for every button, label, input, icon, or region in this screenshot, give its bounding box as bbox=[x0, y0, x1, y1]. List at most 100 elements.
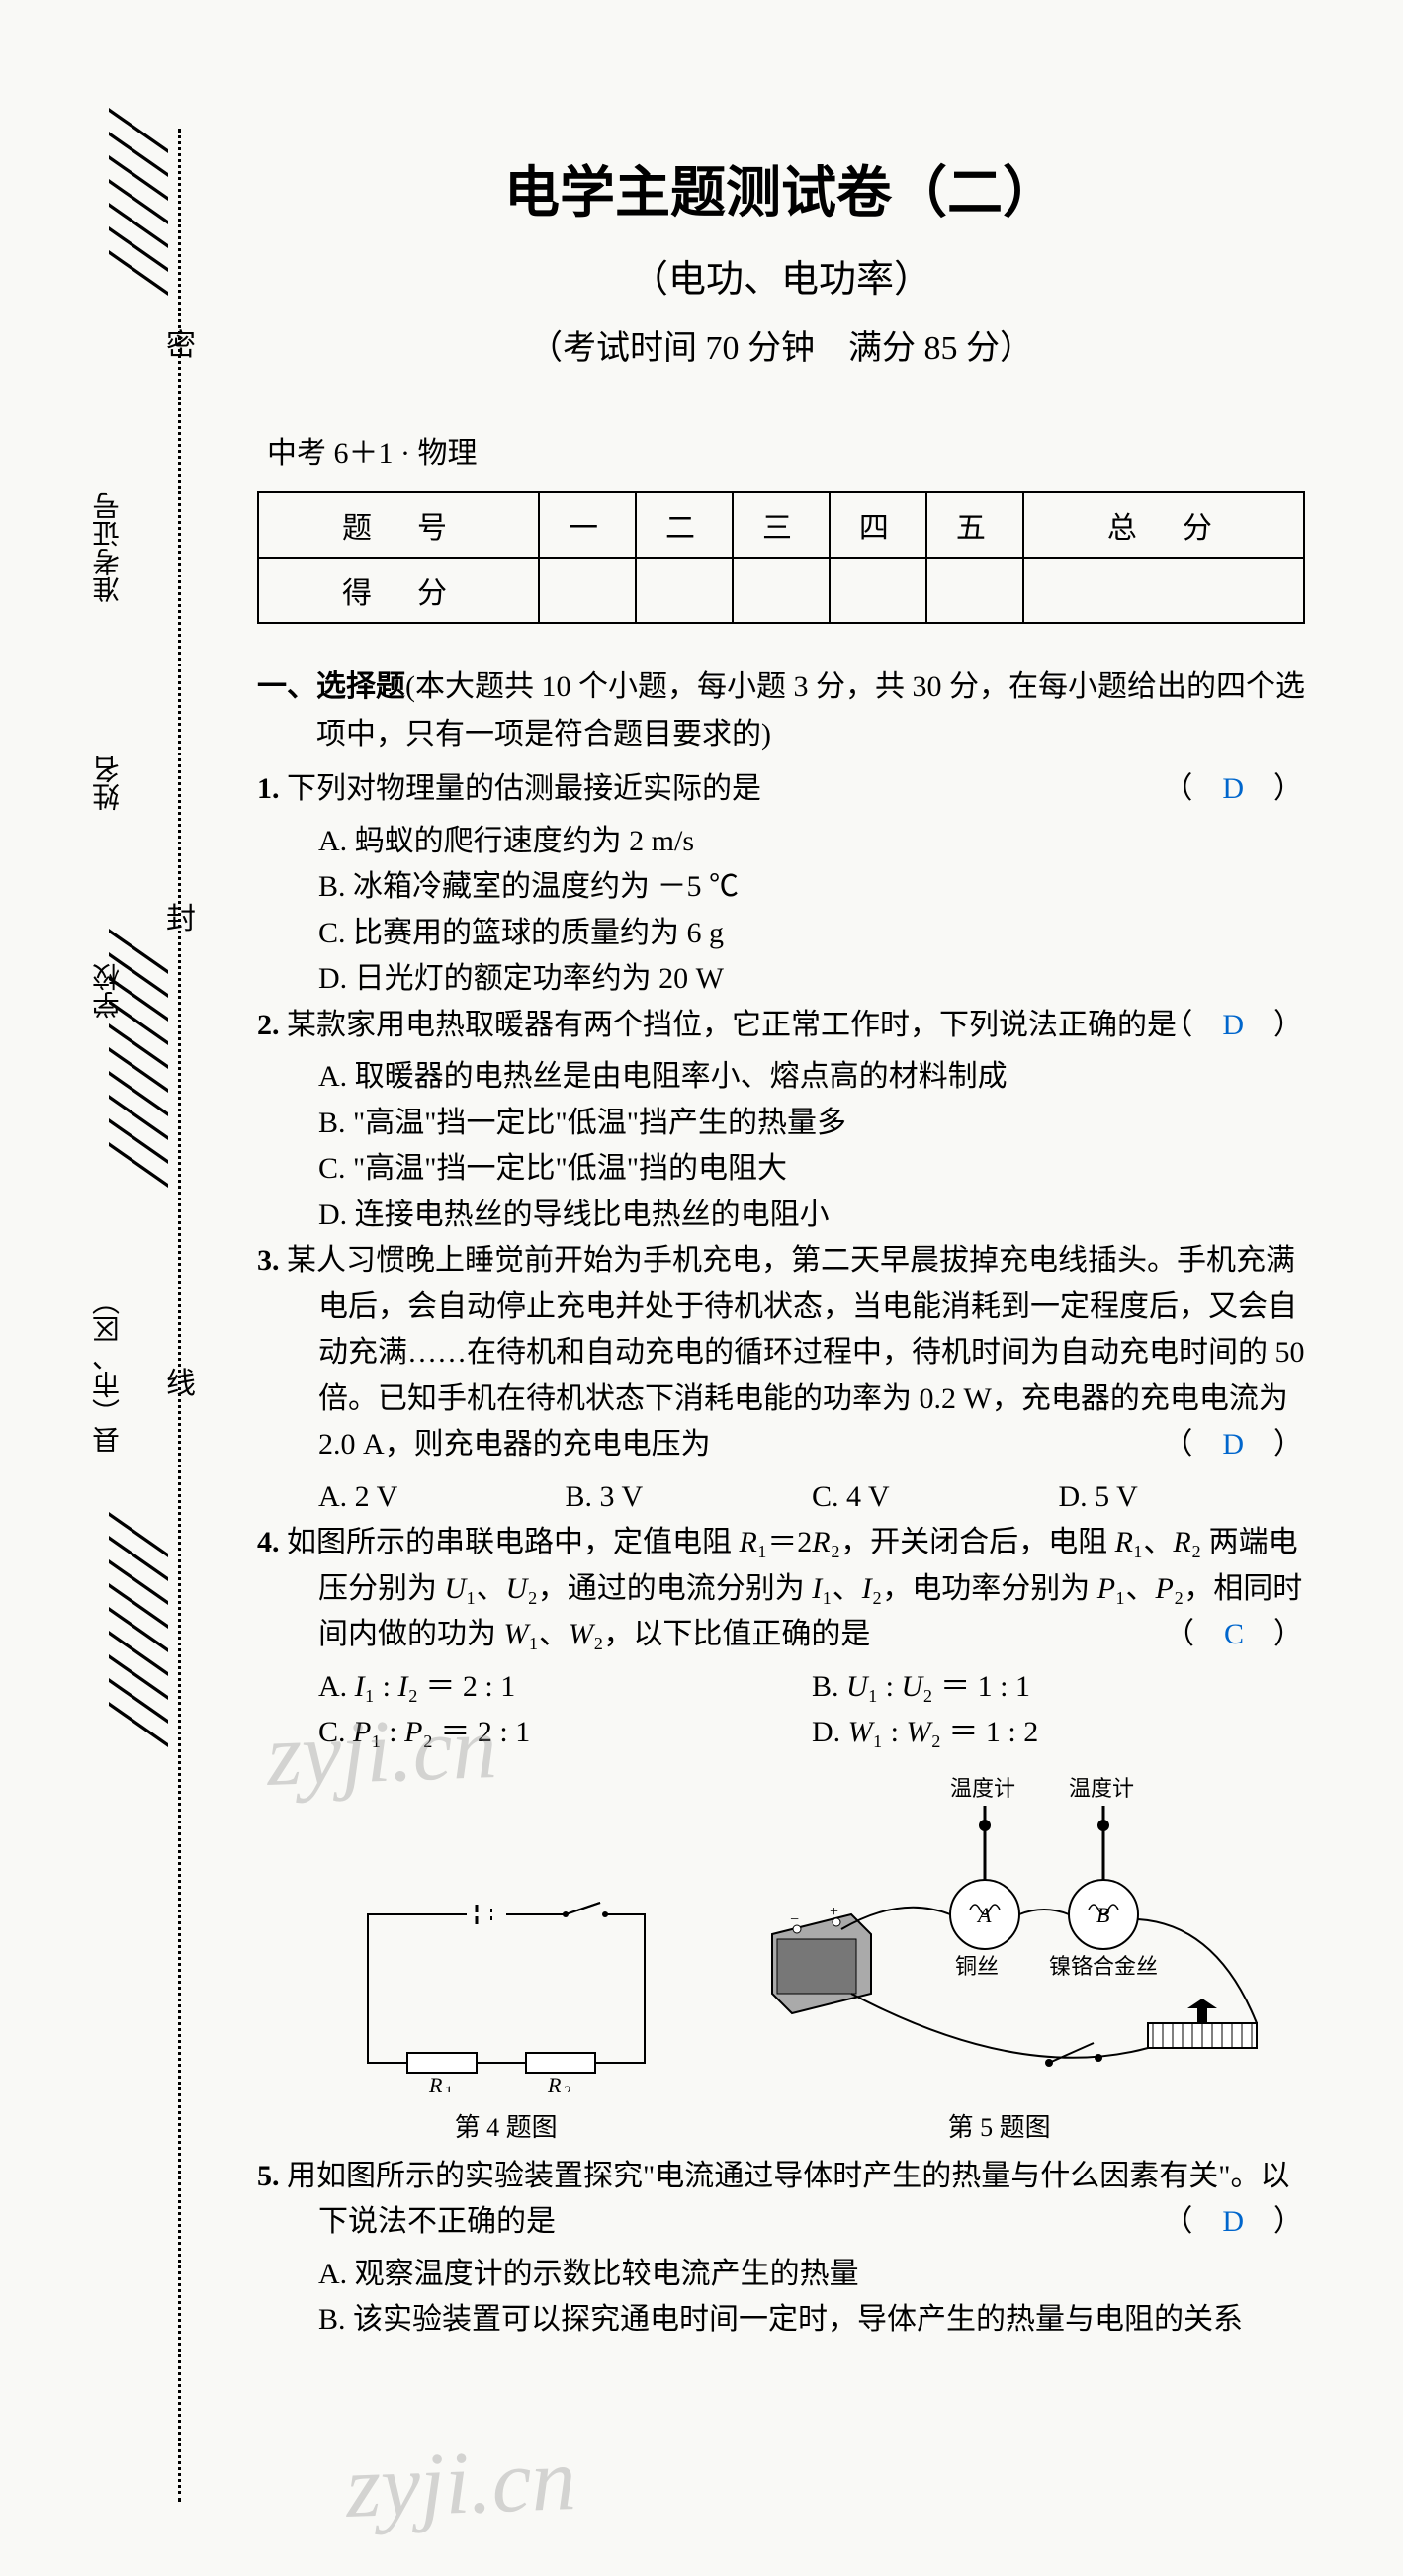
exam-info: （考试时间 70 分钟 满分 85 分） bbox=[257, 320, 1305, 369]
option: A. 蚂蚁的爬行速度约为 2 m/s bbox=[257, 819, 1305, 865]
hatching-bot bbox=[109, 1533, 168, 1746]
svg-text:−: − bbox=[790, 1911, 799, 1928]
table-cell bbox=[1023, 558, 1304, 623]
answer-letter: D bbox=[1222, 1428, 1244, 1461]
table-header: 一 bbox=[539, 492, 636, 558]
table-row: 题 号 一 二 三 四 五 总 分 bbox=[258, 492, 1304, 558]
margin-label-id: 准考证号 bbox=[89, 386, 129, 603]
option: B. 3 V bbox=[566, 1474, 813, 1521]
score-table: 题 号 一 二 三 四 五 总 分 得 分 bbox=[257, 491, 1305, 624]
binding-margin: 密 准考证号 姓名 封 学校 县（市、区） 线 bbox=[79, 129, 198, 2502]
hatching-mid bbox=[109, 949, 168, 1187]
option: B. 该实验装置可以探究通电时间一定时，导体产生的热量与电阻的关系 bbox=[257, 2297, 1305, 2344]
page-subtitle: （电功、电功率） bbox=[257, 248, 1305, 303]
q-number: 2. bbox=[257, 1009, 280, 1041]
answer-paren: （ D ） bbox=[1224, 1003, 1305, 1049]
hatching-top bbox=[109, 129, 168, 295]
table-row: 得 分 bbox=[258, 558, 1304, 623]
exam-page: 密 准考证号 姓名 封 学校 县（市、区） 线 电学主题测试卷（二） （电功、电… bbox=[79, 129, 1345, 2502]
question-3: 3. 某人习惯晚上睡觉前开始为手机充电，第二天早晨拔掉充电线插头。手机充满电后，… bbox=[257, 1238, 1305, 1468]
q-number: 4. bbox=[257, 1526, 280, 1558]
page-title: 电学主题测试卷（二） bbox=[257, 148, 1305, 228]
seal-feng: 封 bbox=[166, 890, 196, 941]
svg-text:镍铬合金丝: 镍铬合金丝 bbox=[1049, 1954, 1158, 1979]
figures-row: R 1 R 2 第 4 题图 温度计 温度计 bbox=[257, 1776, 1305, 2144]
table-header: 四 bbox=[830, 492, 926, 558]
answer-paren: （ C ） bbox=[1226, 1612, 1305, 1658]
q-stem: 用如图所示的实验装置探究"电流通过导体时产生的热量与什么因素有关"。以下说法不正… bbox=[287, 2160, 1290, 2239]
question-2: 2. 某款家用电热取暖器有两个挡位，它正常工作时，下列说法正确的是 （ D ） bbox=[257, 1003, 1305, 1049]
option: B. "高温"挡一定比"低温"挡产生的热量多 bbox=[257, 1101, 1305, 1147]
content-area: 电学主题测试卷（二） （电功、电功率） （考试时间 70 分钟 满分 85 分）… bbox=[198, 129, 1345, 2502]
table-cell bbox=[539, 558, 636, 623]
option: C. "高温"挡一定比"低温"挡的电阻大 bbox=[257, 1146, 1305, 1193]
q-number: 1. bbox=[257, 772, 280, 805]
option: A. 2 V bbox=[318, 1474, 566, 1521]
svg-text:R: R bbox=[428, 2073, 443, 2092]
answer-paren: （ D ） bbox=[1224, 766, 1305, 813]
margin-label-name: 姓名 bbox=[89, 692, 129, 811]
option: B. U₁ : U₂ ＝ 1 : 1 bbox=[812, 1664, 1305, 1711]
dotted-border bbox=[178, 129, 181, 2502]
options-inline: A. 2 V B. 3 V C. 4 V D. 5 V bbox=[257, 1474, 1305, 1521]
section-instruction: (本大题共 10 个小题，每小题 3 分，共 30 分，在每小题给出的四个选项中… bbox=[316, 670, 1305, 751]
option: D. W₁ : W₂ ＝ 1 : 2 bbox=[812, 1710, 1305, 1756]
heating-experiment-icon: 温度计 温度计 A B 铜丝 镍铬合 bbox=[723, 1776, 1276, 2092]
question-5: 5. 用如图所示的实验装置探究"电流通过导体时产生的热量与什么因素有关"。以下说… bbox=[257, 2154, 1305, 2246]
option: A. 取暖器的电热丝是由电阻率小、熔点高的材料制成 bbox=[257, 1054, 1305, 1101]
option: D. 日光灯的额定功率约为 20 W bbox=[257, 956, 1305, 1003]
question-1: 1. 下列对物理量的估测最接近实际的是 （ D ） bbox=[257, 766, 1305, 813]
svg-text:+: + bbox=[830, 1904, 838, 1920]
exam-label: 中考 6＋1 · 物理 bbox=[267, 428, 1305, 472]
q-stem: 下列对物理量的估测最接近实际的是 bbox=[287, 772, 761, 805]
margin-label-county: 县（市、区） bbox=[89, 1197, 129, 1454]
answer-letter: D bbox=[1222, 2205, 1244, 2238]
table-cell: 得 分 bbox=[258, 558, 539, 623]
answer-letter: D bbox=[1222, 1009, 1244, 1041]
q-stem: 某人习惯晚上睡觉前开始为手机充电，第二天早晨拔掉充电线插头。手机充满电后，会自动… bbox=[287, 1244, 1305, 1461]
svg-text:铜丝: 铜丝 bbox=[955, 1954, 999, 1979]
seal-mi: 密 bbox=[166, 316, 196, 368]
option: C. P₁ : P₂ ＝ 2 : 1 bbox=[318, 1710, 812, 1756]
option: C. 4 V bbox=[812, 1474, 1059, 1521]
option: C. 比赛用的篮球的质量约为 6 g bbox=[257, 911, 1305, 957]
table-header: 题 号 bbox=[258, 492, 539, 558]
option: A. 观察温度计的示数比较电流产生的热量 bbox=[257, 2252, 1305, 2298]
fig5-therm-label-b: 温度计 bbox=[1069, 1776, 1134, 1801]
option: B. 冰箱冷藏室的温度约为 －5 ℃ bbox=[257, 864, 1305, 911]
table-cell bbox=[926, 558, 1023, 623]
table-header: 总 分 bbox=[1023, 492, 1304, 558]
answer-paren: （ D ） bbox=[1224, 1422, 1305, 1468]
section-number: 一、选择题 bbox=[257, 670, 405, 703]
answer-letter: C bbox=[1224, 1618, 1244, 1650]
option: D. 5 V bbox=[1059, 1474, 1306, 1521]
options-row: C. P₁ : P₂ ＝ 2 : 1 D. W₁ : W₂ ＝ 1 : 2 bbox=[257, 1710, 1305, 1756]
fig-caption: 第 4 题图 bbox=[318, 2107, 693, 2144]
fig-caption: 第 5 题图 bbox=[693, 2107, 1305, 2144]
figure-4: R 1 R 2 第 4 题图 bbox=[318, 1895, 693, 2144]
circuit-diagram-icon: R 1 R 2 bbox=[348, 1895, 664, 2092]
table-cell bbox=[830, 558, 926, 623]
q-number: 3. bbox=[257, 1244, 280, 1277]
svg-text:R: R bbox=[547, 2073, 562, 2092]
option: D. 连接电热丝的导线比电热丝的电阻小 bbox=[257, 1193, 1305, 1239]
seal-xian: 线 bbox=[166, 1355, 196, 1406]
question-4: 4. 如图所示的串联电路中，定值电阻 R₁＝2R₂，开关闭合后，电阻 R₁、R₂… bbox=[257, 1520, 1305, 1658]
table-cell bbox=[733, 558, 830, 623]
table-cell bbox=[636, 558, 733, 623]
q-stem: 如图所示的串联电路中，定值电阻 R₁＝2R₂，开关闭合后，电阻 R₁、R₂ 两端… bbox=[287, 1526, 1302, 1650]
svg-text:1: 1 bbox=[445, 2084, 453, 2092]
figure-5: 温度计 温度计 A B 铜丝 镍铬合 bbox=[693, 1776, 1305, 2144]
fig5-therm-label-a: 温度计 bbox=[950, 1776, 1015, 1801]
options-row: A. I₁ : I₂ ＝ 2 : 1 B. U₁ : U₂ ＝ 1 : 1 bbox=[257, 1664, 1305, 1711]
table-header: 三 bbox=[733, 492, 830, 558]
q-number: 5. bbox=[257, 2160, 280, 2192]
table-header: 五 bbox=[926, 492, 1023, 558]
section-header: 一、选择题(本大题共 10 个小题，每小题 3 分，共 30 分，在每小题给出的… bbox=[257, 664, 1305, 758]
answer-letter: D bbox=[1222, 772, 1244, 805]
option: A. I₁ : I₂ ＝ 2 : 1 bbox=[318, 1664, 812, 1711]
answer-paren: （ D ） bbox=[1224, 2199, 1305, 2246]
svg-text:2: 2 bbox=[564, 2084, 571, 2092]
table-header: 二 bbox=[636, 492, 733, 558]
q-stem: 某款家用电热取暖器有两个挡位，它正常工作时，下列说法正确的是 bbox=[287, 1009, 1177, 1041]
